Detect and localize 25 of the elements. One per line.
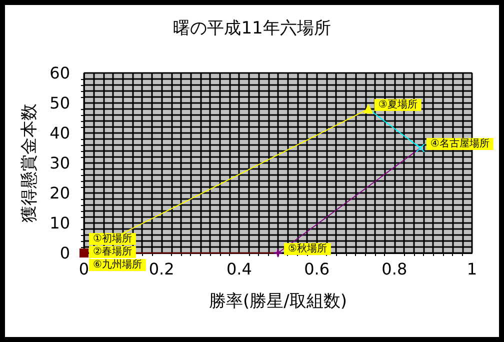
point: [80, 248, 88, 258]
x-tick-label: 0.6: [304, 260, 330, 278]
annotation: ⑤秋場所: [288, 242, 327, 254]
annotation: ④名古屋場所: [430, 138, 490, 150]
x-tick-label: 0: [78, 260, 90, 278]
x-tick-label: 0.4: [226, 260, 252, 278]
y-tick-label: 40: [50, 124, 70, 142]
point: [274, 248, 282, 258]
y-tick-label: 10: [50, 214, 70, 232]
chart-title: 曙の平成11年六場所: [173, 18, 331, 38]
y-tick-label: 60: [50, 64, 70, 82]
annotation: ③夏場所: [378, 98, 418, 110]
annotation: ②春場所: [93, 246, 132, 258]
annotation: ①初場所: [93, 232, 132, 244]
x-tick-label: 0.8: [382, 260, 408, 278]
y-axis-title: 獲得懸賞金本数: [20, 104, 40, 222]
x-axis-title: 勝率(勝星/取組数): [209, 292, 347, 312]
y-tick-label: 50: [50, 94, 70, 112]
x-tick-label: 1: [466, 260, 478, 278]
y-tick-label: 20: [50, 184, 70, 202]
y-tick-label: 0: [60, 244, 70, 262]
y-tick-label: 30: [50, 154, 70, 172]
annotation: ⑥九州場所: [93, 258, 142, 270]
x-tick-label: 0.2: [148, 260, 174, 278]
point: [416, 144, 425, 152]
